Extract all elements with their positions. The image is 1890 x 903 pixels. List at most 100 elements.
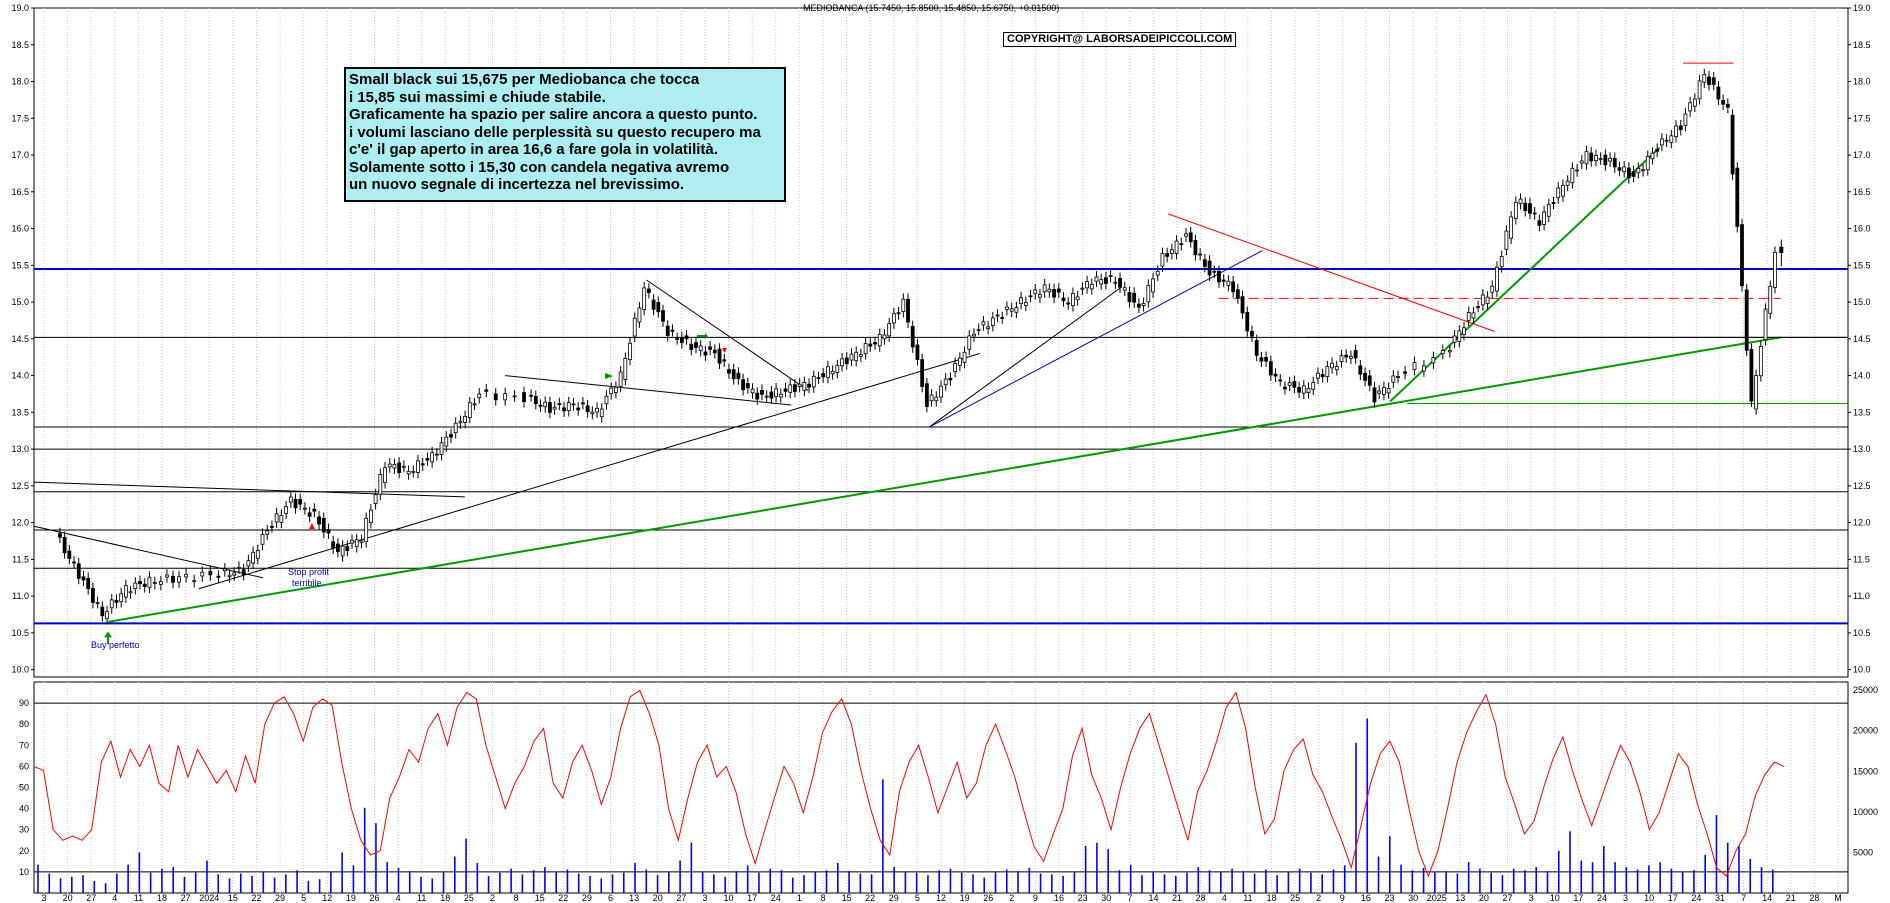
candle-body bbox=[807, 383, 811, 388]
candle-body bbox=[477, 393, 482, 399]
candle-body bbox=[1118, 277, 1122, 288]
candle-body bbox=[868, 343, 873, 347]
candle-body bbox=[1278, 379, 1283, 382]
candle-body bbox=[915, 344, 920, 360]
candle-body bbox=[887, 323, 892, 337]
candle-body bbox=[1000, 317, 1005, 319]
candle-body bbox=[1683, 113, 1688, 127]
x-tick-label: 8 bbox=[820, 893, 825, 903]
candle-body bbox=[1561, 184, 1565, 197]
osc-tick-left: 30 bbox=[19, 825, 29, 835]
candle-body bbox=[793, 384, 797, 392]
volume-tick-right: 5000 bbox=[1853, 847, 1873, 857]
candle-body bbox=[1061, 297, 1066, 302]
x-tick-label: 7 bbox=[1741, 893, 1746, 903]
candle-body bbox=[81, 576, 86, 581]
candle-body bbox=[1165, 253, 1170, 257]
candle-body bbox=[1226, 280, 1231, 286]
x-tick-label: 11 bbox=[417, 893, 426, 903]
x-tick-label: 7 bbox=[1127, 893, 1132, 903]
candle-body bbox=[576, 407, 581, 411]
candle-body bbox=[1301, 385, 1306, 394]
candle-body bbox=[661, 310, 665, 322]
candle-body bbox=[891, 313, 896, 324]
candle-body bbox=[1396, 376, 1400, 378]
stop-arrow bbox=[722, 348, 727, 353]
candle-body bbox=[1528, 203, 1532, 214]
x-tick-label: 9 bbox=[1033, 893, 1038, 903]
candle-body bbox=[995, 314, 1000, 317]
candle-body bbox=[1179, 243, 1184, 246]
x-tick-label: 9 bbox=[1340, 893, 1345, 903]
candle-body bbox=[114, 599, 119, 603]
candle-body bbox=[340, 545, 345, 557]
candle-body bbox=[1711, 77, 1716, 85]
trend-line bbox=[33, 481, 465, 498]
candle-body bbox=[312, 508, 317, 512]
candle-body bbox=[939, 385, 943, 398]
candle-body bbox=[708, 346, 713, 350]
x-tick-label: 24 bbox=[771, 893, 781, 903]
candle-body bbox=[449, 434, 453, 438]
candle-body bbox=[529, 394, 533, 397]
candle-body bbox=[1584, 151, 1589, 165]
candle-body bbox=[1485, 296, 1490, 304]
x-tick-label: 25 bbox=[464, 893, 474, 903]
candle-body bbox=[543, 401, 548, 408]
candle-body bbox=[345, 546, 350, 551]
candle-body bbox=[684, 335, 689, 340]
candle-body bbox=[1231, 281, 1236, 293]
candle-body bbox=[1447, 350, 1452, 353]
x-tick-label: 12 bbox=[322, 893, 332, 903]
candle-body bbox=[1707, 76, 1711, 85]
candle-body bbox=[1316, 372, 1320, 379]
price-tick-left: 11.5 bbox=[12, 554, 29, 564]
candle-body bbox=[95, 602, 100, 604]
price-tick-left: 18.0 bbox=[11, 77, 29, 87]
candle-body bbox=[1188, 232, 1193, 243]
volume-tick-right: 10000 bbox=[1853, 807, 1878, 817]
candle-body bbox=[797, 383, 802, 387]
candle-body bbox=[336, 543, 340, 552]
x-tick-label: 20 bbox=[653, 893, 663, 903]
candle-body bbox=[1542, 211, 1546, 225]
trend-line bbox=[505, 375, 792, 406]
candle-body bbox=[1650, 152, 1655, 160]
oscillator-series bbox=[33, 689, 1785, 878]
candle-body bbox=[1523, 202, 1528, 212]
price-tick-left: 15.0 bbox=[11, 297, 29, 307]
candle-body bbox=[1466, 312, 1471, 322]
candle-body bbox=[288, 496, 293, 503]
candle-body bbox=[755, 392, 760, 400]
candle-body bbox=[1551, 202, 1556, 204]
candle-body bbox=[1235, 289, 1240, 299]
candle-body bbox=[1268, 361, 1273, 376]
candle-body bbox=[260, 533, 265, 545]
candle-body bbox=[1391, 375, 1396, 383]
signal-arrow bbox=[697, 333, 708, 339]
candle-body bbox=[1513, 201, 1518, 220]
candle-body bbox=[1287, 382, 1292, 386]
signal-arrows bbox=[104, 333, 727, 645]
candle-body bbox=[764, 395, 769, 398]
candle-body bbox=[557, 403, 562, 405]
candle-body bbox=[538, 404, 543, 407]
candle-body bbox=[1056, 288, 1061, 293]
x-tick-label: 4 bbox=[396, 893, 401, 903]
candle-body bbox=[165, 574, 169, 578]
x-tick-label: 2 bbox=[1316, 893, 1321, 903]
candle-body bbox=[1655, 148, 1660, 152]
candle-body bbox=[962, 351, 967, 363]
candle-body bbox=[350, 539, 354, 544]
candle-body bbox=[1071, 292, 1075, 307]
candle-body bbox=[1659, 138, 1664, 146]
candle-body bbox=[1005, 306, 1009, 310]
candle-body bbox=[1598, 157, 1603, 160]
candle-body bbox=[298, 499, 303, 505]
candle-body bbox=[430, 452, 435, 463]
candle-body bbox=[910, 326, 915, 348]
candle-body bbox=[1740, 224, 1744, 287]
candle-body bbox=[1692, 98, 1697, 107]
candle-body bbox=[1080, 287, 1085, 290]
